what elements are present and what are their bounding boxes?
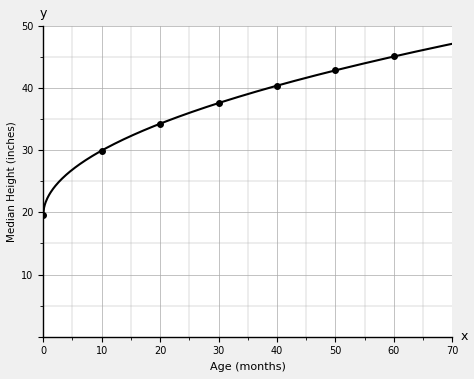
Y-axis label: Median Height (inches): Median Height (inches) — [7, 121, 17, 242]
Text: y: y — [39, 6, 47, 20]
X-axis label: Age (months): Age (months) — [210, 362, 286, 372]
Text: x: x — [461, 330, 468, 343]
